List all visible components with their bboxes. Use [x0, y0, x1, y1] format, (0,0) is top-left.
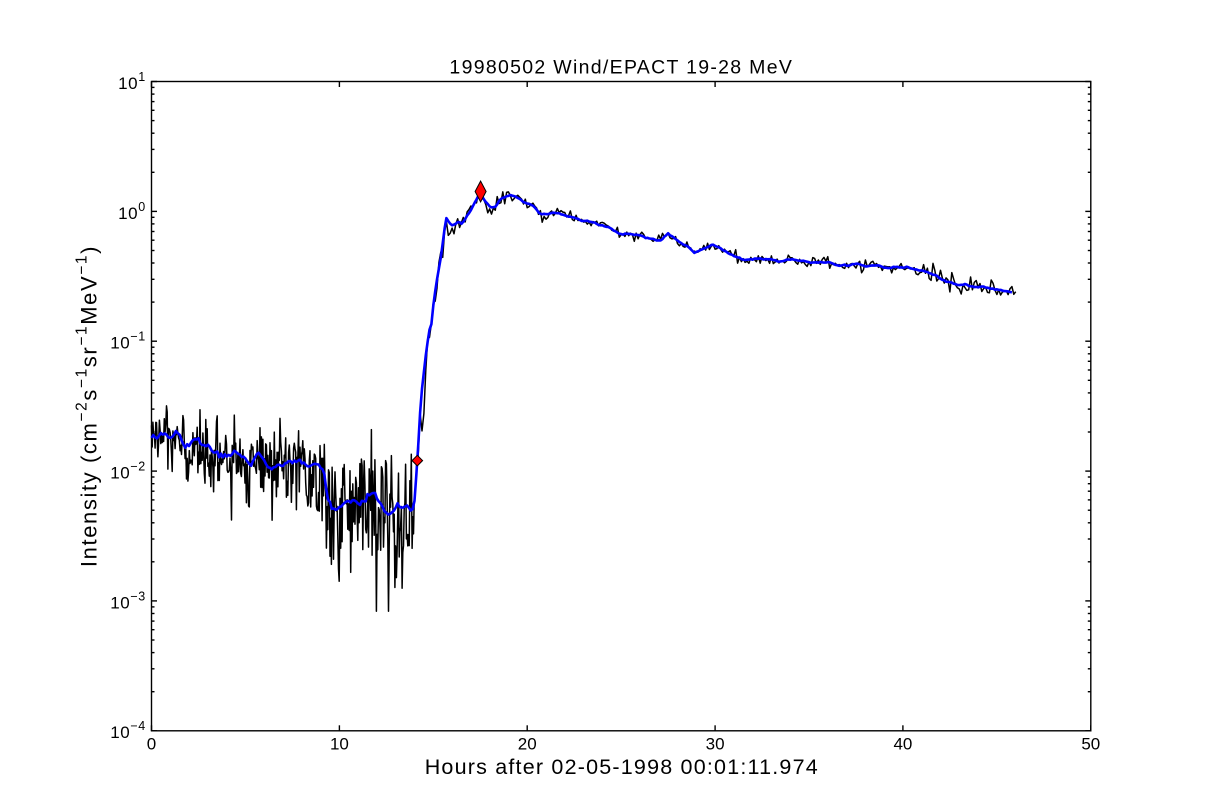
svg-text:Hours after 02-05-1998 00:01:1: Hours after 02-05-1998 00:01:11.974	[425, 755, 819, 779]
svg-text:20: 20	[518, 735, 537, 754]
svg-text:10: 10	[330, 735, 349, 754]
svg-text:19980502 Wind/EPACT 19-28 MeV: 19980502 Wind/EPACT 19-28 MeV	[449, 57, 793, 79]
svg-text:30: 30	[706, 735, 725, 754]
svg-text:0: 0	[147, 735, 156, 754]
svg-text:50: 50	[1081, 735, 1100, 754]
svg-text:40: 40	[893, 735, 912, 754]
